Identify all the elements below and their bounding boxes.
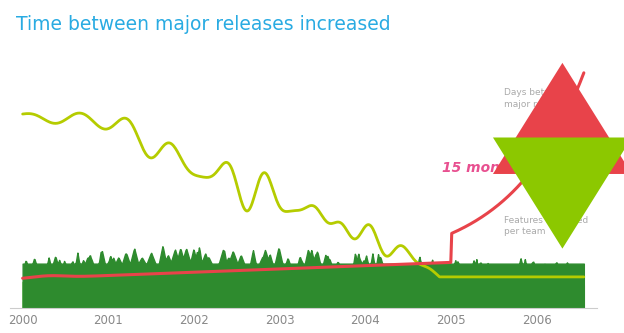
Text: Features delivered
per team: Features delivered per team	[504, 216, 588, 236]
Text: Days between
major releases: Days between major releases	[504, 88, 571, 109]
Text: 15 months!: 15 months!	[442, 161, 532, 175]
Text: Time between major releases increased: Time between major releases increased	[16, 15, 390, 34]
